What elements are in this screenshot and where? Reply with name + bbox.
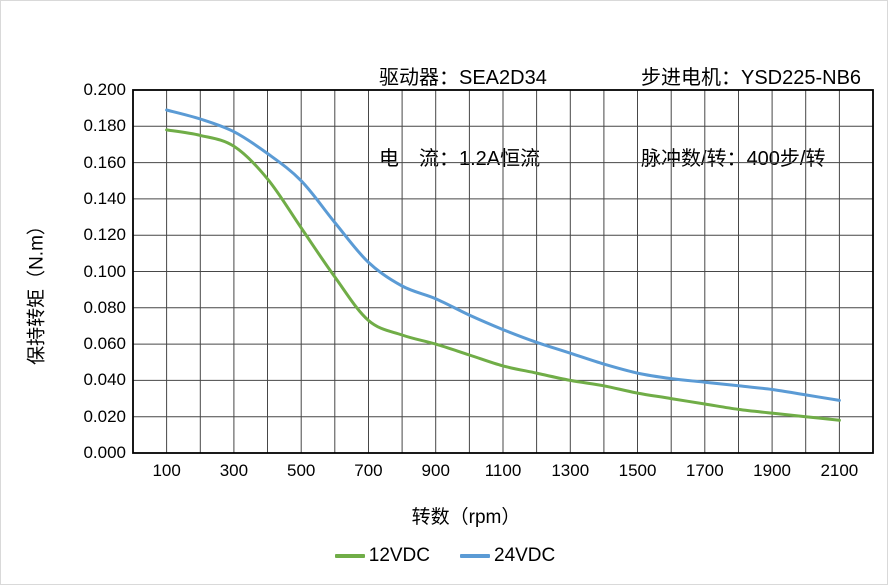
- curve-12vdc: [165, 128, 841, 422]
- driver-label: 驱动器：: [379, 67, 459, 89]
- legend-item-12vdc: 12VDC: [334, 545, 430, 567]
- driver-line: 驱动器：SEA2D34: [379, 65, 547, 92]
- x-tick-label: 1500: [618, 461, 657, 480]
- x-tick-label: 900: [421, 461, 450, 480]
- curve-24vdc: [165, 108, 841, 402]
- motor-label: 步进电机：: [641, 67, 741, 89]
- legend-swatch-24vdc: [460, 554, 490, 558]
- x-tick-label: 300: [219, 461, 249, 480]
- header-info-right: 步进电机：YSD225-NB6 脉冲数/转：400步/转: [641, 11, 861, 227]
- legend-item-24vdc: 24VDC: [460, 545, 555, 567]
- driver-value: SEA2D34: [459, 67, 547, 89]
- current-line: 电 流：1.2A恒流: [379, 146, 547, 173]
- x-tick-label: 500: [286, 461, 316, 480]
- header-info-left: 驱动器：SEA2D34 电 流：1.2A恒流: [379, 11, 547, 227]
- y-tick-label: 0.000: [83, 443, 126, 462]
- y-tick-label: 0.160: [83, 152, 126, 172]
- y-tick-label: 0.100: [83, 261, 126, 281]
- legend-label-24vdc: 24VDC: [494, 545, 556, 566]
- x-tick-label: 1300: [551, 461, 590, 480]
- x-axis-title: 转数（rpm）: [411, 507, 521, 528]
- pulses-label: 脉冲数/转：: [641, 148, 747, 170]
- x-tick-label: 1900: [753, 461, 791, 480]
- y-axis-title: 保持转矩（N.m）: [26, 216, 48, 365]
- x-tick-label: 700: [354, 461, 383, 480]
- x-tick-label: 1700: [685, 461, 724, 480]
- motor-line: 步进电机：YSD225-NB6: [641, 65, 861, 92]
- motor-value: YSD225-NB6: [741, 67, 862, 89]
- current-value: 1.2A恒流: [459, 148, 541, 170]
- x-tick-label: 1100: [484, 461, 522, 480]
- y-tick-label: 0.020: [83, 406, 126, 426]
- y-tick-label: 0.140: [83, 188, 126, 208]
- current-label: 电 流：: [379, 148, 459, 170]
- legend-label-12vdc: 12VDC: [368, 545, 430, 566]
- y-tick-label: 0.180: [83, 116, 126, 136]
- y-tick-label: 0.200: [83, 80, 126, 99]
- legend: 12VDC 24VDC: [1, 545, 887, 567]
- y-tick-label: 0.040: [83, 370, 126, 390]
- y-tick-label: 0.120: [83, 225, 126, 245]
- x-tick-label: 100: [152, 461, 181, 480]
- y-tick-label: 0.080: [83, 297, 126, 317]
- x-tick-label: 2100: [820, 461, 859, 480]
- legend-swatch-12vdc: [334, 554, 365, 558]
- y-tick-label: 0.060: [83, 334, 126, 354]
